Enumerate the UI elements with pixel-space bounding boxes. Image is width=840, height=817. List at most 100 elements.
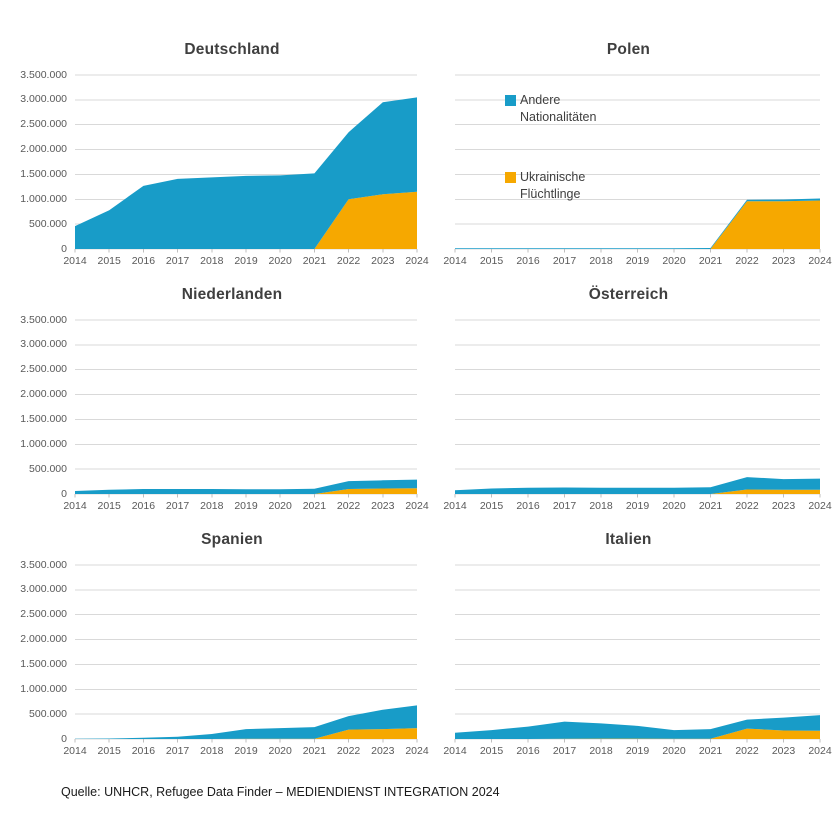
y-axis-tick-label: 500.000: [29, 707, 67, 720]
x-axis-year-label: 2024: [405, 745, 429, 757]
x-axis-year-label: 2015: [97, 745, 121, 757]
x-axis-niederlanden: 2014 2015 2016 2017 2018 2019 2020 2021 2022 2023…: [63, 500, 428, 516]
x-axis-year-label: 2022: [735, 745, 759, 757]
legend-label-andere-nationalitaeten: Andere Nationalitäten: [520, 93, 597, 125]
x-axis-year-label: 2024: [808, 745, 832, 757]
x-axis-year-label: 2021: [698, 745, 723, 757]
x-axis-year-label: 2020: [268, 745, 292, 757]
chart-title-niederlanden: Niederlanden: [181, 286, 283, 303]
x-axis-year-label: 2020: [662, 500, 686, 512]
x-axis-deutschland: 2014 2015 2016 2017 2018 2019 2020 2021 2022 2023…: [63, 255, 428, 271]
x-axis-year-label: 2018: [200, 255, 224, 267]
y-axis-tick-label: 0: [61, 732, 67, 745]
chart-panel-deutschland: Deutschland 3.500.000 3.000.000 2.500.000 2…: [7, 35, 428, 271]
x-axis-year-label: 2024: [808, 500, 832, 512]
x-axis-year-label: 2017: [552, 500, 577, 512]
y-axis-tick-label: 1.500.000: [20, 167, 67, 180]
x-axis-year-label: 2023: [771, 500, 796, 512]
x-axis-year-label: 2022: [336, 745, 361, 757]
chart-title-deutschland: Deutschland: [184, 41, 280, 58]
area-chart-svg: [454, 74, 821, 253]
x-axis-year-label: 2024: [808, 255, 832, 267]
x-axis-year-label: 2023: [771, 745, 796, 757]
plot-area-polen: [454, 74, 821, 253]
x-axis-year-label: 2024: [405, 500, 429, 512]
y-axis-spanien: 3.500.000 3.000.000 2.500.000 2.000.000 1.50…: [7, 559, 75, 761]
chart-title-oesterreich: Österreich: [588, 286, 669, 303]
x-axis-year-label: 2019: [625, 255, 650, 267]
x-axis-spanien: 2014 2015 2016 2017 2018 2019 2020 2021 2022 2023…: [63, 745, 428, 761]
x-axis-year-label: 2022: [735, 255, 759, 267]
x-axis-year-label: 2019: [234, 255, 258, 267]
x-axis-year-label: 2024: [405, 255, 429, 267]
legend-swatch-blue-icon: [505, 95, 516, 106]
y-axis-deutschland: 3.500.000 3.000.000 2.500.000 2.000.000 1.50…: [7, 69, 75, 271]
x-axis-year-label: 2018: [589, 745, 613, 757]
x-axis-year-label: 2014: [443, 255, 467, 267]
y-axis-tick-label: 2.500.000: [20, 118, 67, 131]
y-axis-tick-label: 1.000.000: [20, 682, 67, 695]
y-axis-tick-label: 3.000.000: [20, 583, 67, 596]
x-axis-year-label: 2022: [336, 500, 361, 512]
chart-title-polen: Polen: [606, 41, 651, 58]
x-axis-year-label: 2021: [698, 255, 723, 267]
y-axis-oesterreich: [420, 320, 455, 516]
x-axis-year-label: 2022: [336, 255, 361, 267]
x-axis-year-label: 2016: [131, 255, 156, 267]
x-axis-italien: 2014 2015 2016 2017 2018 2019 2020 2021 2022 2023…: [443, 745, 831, 761]
x-axis-year-label: 2023: [771, 255, 796, 267]
x-axis-year-label: 2017: [165, 500, 190, 512]
chart-panel-italien: Italien 2014 2015 2016 2017 2018 2019 2020 2021…: [420, 525, 840, 760]
x-axis-year-label: 2019: [234, 745, 258, 757]
x-axis-year-label: 2015: [479, 255, 504, 267]
y-axis-tick-label: 1.500.000: [20, 657, 67, 670]
legend-swatch-orange-icon: [505, 171, 516, 183]
area-chart-svg: [74, 319, 418, 498]
x-axis-year-label: 2018: [200, 745, 224, 757]
plot-area-niederlanden: [74, 319, 418, 498]
y-axis-tick-label: 2.500.000: [20, 608, 67, 621]
x-axis-year-label: 2018: [589, 255, 613, 267]
x-axis-year-label: 2023: [371, 745, 395, 757]
y-axis-tick-label: 1.000.000: [20, 437, 67, 450]
y-axis-tick-label: 0: [61, 242, 67, 255]
x-axis-year-label: 2015: [97, 500, 121, 512]
plot-area-spanien: [74, 564, 418, 743]
y-axis-tick-label: 2.000.000: [20, 143, 67, 156]
chart-legend: Andere Nationalitäten Ukrainische Flücht…: [505, 92, 615, 203]
chart-panel-spanien: Spanien 3.500.000 3.000.000 2.500.000 2.000…: [7, 525, 428, 761]
x-axis-year-label: 2019: [625, 500, 650, 512]
y-axis-tick-label: 2.000.000: [20, 633, 67, 646]
x-axis-year-label: 2023: [371, 255, 395, 267]
y-axis-niederlanden: 3.500.000 3.000.000 2.500.000 2.000.000 1.50…: [7, 314, 75, 516]
x-axis-year-label: 2016: [516, 500, 540, 512]
x-axis-year-label: 2022: [735, 500, 759, 512]
x-axis-year-label: 2020: [662, 745, 686, 757]
plot-area-oesterreich: [454, 319, 821, 498]
x-axis-polen: 2014 2015 2016 2017 2018 2019 2020 2021 2022 2023…: [443, 255, 831, 271]
y-axis-polen: [420, 75, 455, 271]
x-axis-year-label: 2021: [302, 255, 327, 267]
chart-title-italien: Italien: [605, 531, 652, 548]
chart-panel-oesterreich: Österreich 2014 2015 2016 2017 2018 2019 2020 2…: [420, 280, 840, 515]
source-attribution: Quelle: UNHCR, Refugee Data Finder – MED…: [61, 785, 500, 799]
x-axis-year-label: 2014: [63, 745, 87, 757]
plot-area-deutschland: [74, 74, 418, 253]
x-axis-year-label: 2015: [479, 500, 504, 512]
x-axis-year-label: 2016: [516, 745, 540, 757]
y-axis-tick-label: 3.000.000: [20, 93, 67, 106]
x-axis-year-label: 2018: [200, 500, 224, 512]
x-axis-year-label: 2015: [97, 255, 121, 267]
x-axis-year-label: 2017: [165, 255, 190, 267]
x-axis-year-label: 2014: [63, 500, 87, 512]
y-axis-tick-label: 3.500.000: [20, 313, 67, 326]
x-axis-year-label: 2018: [589, 500, 613, 512]
y-axis-tick-label: 1.000.000: [20, 192, 67, 205]
y-axis-tick-label: 3.500.000: [20, 68, 67, 81]
y-axis-tick-label: 0: [61, 487, 67, 500]
y-axis-tick-label: 3.500.000: [20, 558, 67, 571]
y-axis-italien: [420, 565, 455, 761]
plot-area-italien: [454, 564, 821, 743]
x-axis-year-label: 2020: [662, 255, 686, 267]
